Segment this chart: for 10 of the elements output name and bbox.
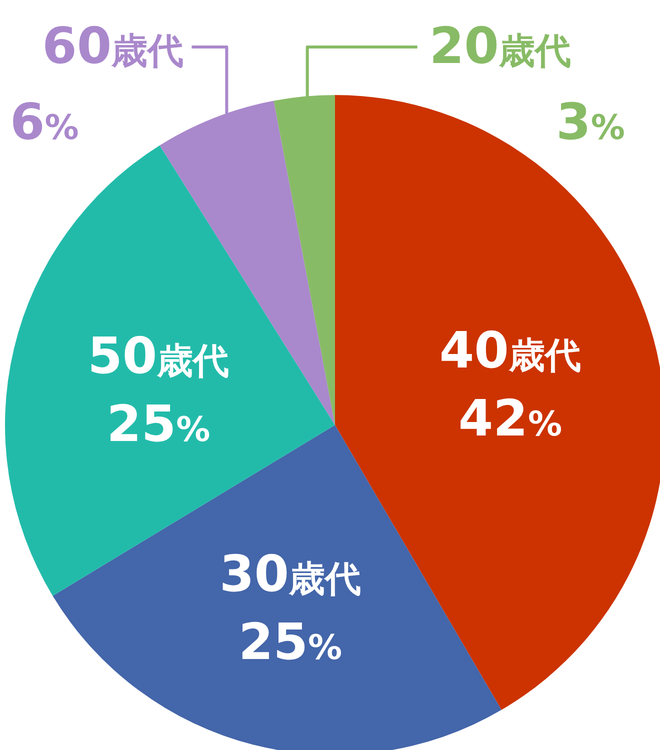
slice-label: 40歳代 xyxy=(439,322,581,380)
data-label: 25% xyxy=(238,612,342,671)
data-label: 6% xyxy=(10,93,79,151)
slice-label: 60歳代 xyxy=(42,17,184,75)
slice-label: 20歳代 xyxy=(429,17,571,75)
data-label: 42% xyxy=(458,390,562,448)
data-label: 25% xyxy=(106,395,210,454)
data-label: 3% xyxy=(556,93,625,151)
slice-label: 30歳代 xyxy=(220,544,362,603)
slice-label: 50歳代 xyxy=(88,327,230,386)
